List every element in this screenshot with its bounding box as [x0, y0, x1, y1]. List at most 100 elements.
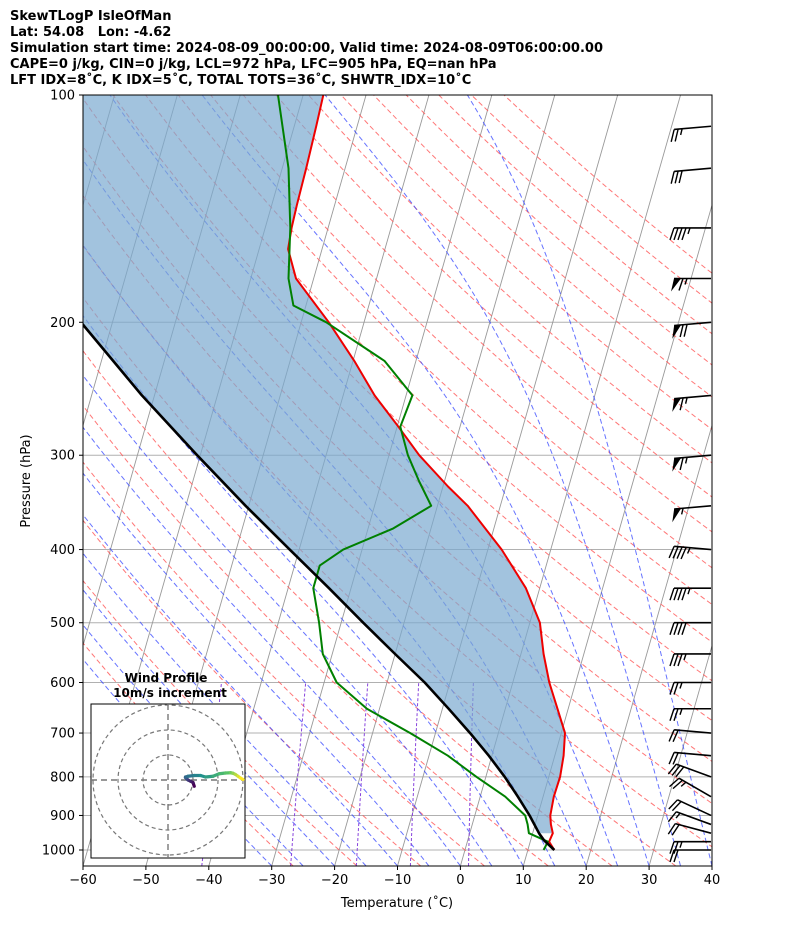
barb-full	[672, 729, 679, 743]
barb-full	[673, 849, 679, 863]
wind-barb	[669, 777, 712, 798]
plot-area	[83, 95, 712, 866]
barb-full	[681, 587, 687, 601]
barb-full	[679, 457, 684, 471]
wind-barbs	[667, 125, 712, 863]
moist-adiabat	[324, 95, 681, 866]
barb-full	[668, 729, 675, 742]
dry-adiabat	[83, 461, 485, 866]
wind-barb	[672, 504, 712, 523]
barb-flag	[671, 278, 681, 292]
x-tick-label: −20	[321, 873, 348, 888]
wind-barb	[670, 125, 712, 142]
wind-barb	[670, 167, 712, 184]
barb-staff	[678, 777, 712, 798]
x-tick-label: 0	[456, 873, 464, 888]
barb-full	[669, 841, 675, 854]
barb-full	[673, 708, 679, 721]
barb-half	[679, 128, 683, 136]
isotherm-line	[648, 644, 712, 866]
moist-adiabat	[466, 95, 712, 866]
barb-staff	[674, 545, 712, 551]
barb-full	[670, 171, 675, 184]
axes: −60 −50 −40 −30 −20 −10 0 10 20 30 40 1000 900 800 700…	[42, 89, 720, 889]
mixing-ratio-line	[290, 682, 307, 866]
hodograph-title: Wind Profile	[125, 671, 208, 685]
hodograph-subtitle: 10m/s increment	[113, 686, 227, 700]
barb-staff	[677, 799, 712, 817]
barb-full	[668, 752, 675, 765]
barb-staff	[674, 454, 712, 460]
x-tick-label: 40	[704, 873, 721, 888]
barb-half	[687, 587, 691, 595]
y-tick-label: 400	[50, 543, 75, 558]
barb-staff	[674, 167, 712, 173]
chart-header: SkewTLogP IsleOfMan Lat: 54.08 Lon: -4.6…	[10, 9, 603, 89]
barb-half	[683, 653, 687, 661]
cape-shading	[83, 95, 565, 834]
barb-full	[677, 227, 683, 241]
y-tick-label: 200	[50, 316, 75, 331]
y-tick-label: 900	[50, 809, 75, 824]
barb-half	[680, 781, 687, 787]
y-tick-label: 100	[50, 89, 75, 104]
wind-barb	[669, 849, 711, 863]
moist-adiabat	[83, 426, 461, 866]
dry-adiabat	[83, 296, 677, 866]
barb-full	[673, 841, 679, 854]
barb-half	[684, 457, 688, 464]
barb-full	[673, 653, 679, 667]
barb-flag	[672, 457, 682, 472]
y-tick-label: 700	[50, 727, 75, 742]
barb-full	[673, 682, 679, 695]
wind-barb	[669, 653, 711, 667]
barb-flag	[672, 508, 682, 523]
wind-barb	[669, 587, 711, 601]
isotherm-line	[585, 423, 712, 866]
moist-adiabat	[83, 374, 493, 866]
barb-half	[675, 812, 681, 819]
barb-full	[679, 397, 684, 411]
dry-adiabat	[83, 642, 294, 866]
barb-half	[684, 397, 688, 404]
wind-barb	[668, 751, 712, 765]
wind-barb	[668, 799, 712, 817]
y-axis-label: Pressure (hPa)	[19, 434, 34, 527]
isotherm-line	[711, 864, 712, 866]
wind-barb	[667, 822, 712, 836]
isotherm-line	[334, 95, 556, 866]
mixing-ratio-line	[355, 682, 369, 866]
barb-full	[667, 811, 677, 823]
x-tick-label: 10	[515, 873, 532, 888]
y-tick-label: 800	[50, 770, 75, 785]
barb-full	[680, 547, 687, 560]
barb-half	[684, 278, 688, 285]
barb-full	[672, 779, 683, 790]
x-tick-label: −30	[258, 873, 285, 888]
barb-full	[674, 128, 679, 142]
barb-full	[669, 622, 675, 635]
cape-text: CAPE=0 j/kg, CIN=0 j/kg, LCL=972 hPa, LF…	[10, 57, 497, 72]
barb-half	[679, 708, 683, 715]
barb-full	[681, 622, 687, 635]
barb-staff	[674, 751, 712, 757]
barb-full	[676, 546, 683, 559]
dry-adiabat	[83, 519, 422, 866]
x-tick-label: −60	[69, 873, 96, 888]
barb-full	[677, 653, 683, 667]
barb-full	[668, 546, 675, 559]
y-tick-label: 1000	[42, 844, 75, 859]
barb-full	[673, 587, 679, 601]
wind-barb	[668, 729, 712, 743]
location-text: Lat: 54.08 Lon: -4.62	[10, 25, 172, 40]
wind-barb	[668, 545, 712, 560]
barb-full	[677, 622, 683, 635]
barb-full	[678, 278, 684, 291]
barb-staff	[675, 822, 712, 834]
wind-barb	[667, 811, 712, 826]
wind-barb	[671, 277, 711, 292]
moist-adiabat	[201, 95, 650, 866]
barb-full	[673, 227, 679, 241]
barb-half	[679, 841, 683, 848]
